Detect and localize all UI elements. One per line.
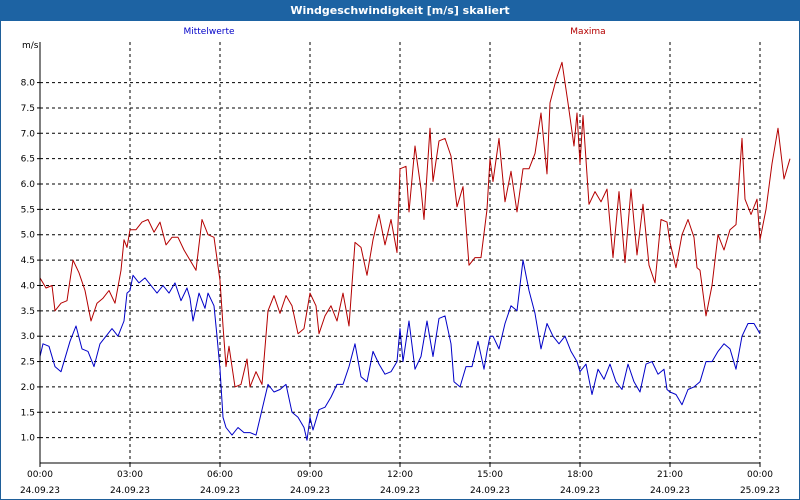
x-tick-date: 24.09.23 [560,486,600,496]
y-tick-label: 1.5 [21,408,35,418]
y-tick-label: 6.0 [21,180,36,190]
x-tick-date: 24.09.23 [290,486,330,496]
x-tick-time: 15:00 [477,470,503,480]
y-tick-label: 8.0 [21,79,36,89]
y-tick-label: 4.0 [21,281,36,291]
x-tick-time: 00:00 [27,470,53,480]
y-tick-label: 6.5 [21,155,35,165]
y-tick-label: 2.5 [21,358,35,368]
x-tick-time: 09:00 [297,470,323,480]
x-tick-date: 25.09.23 [740,486,780,496]
y-tick-label: 2.0 [21,383,36,393]
x-tick-time: 06:00 [207,470,233,480]
x-tick-time: 03:00 [117,470,143,480]
series-line-mittelwerte [39,259,761,441]
y-axis-label: m/s [22,41,39,51]
x-tick-time: 18:00 [567,470,593,480]
x-tick-date: 24.09.23 [470,486,510,496]
x-tick-date: 24.09.23 [650,486,690,496]
x-tick-time: 12:00 [387,470,413,480]
y-tick-label: 7.0 [21,129,36,139]
y-tick-label: 3.0 [21,332,36,342]
x-tick-time: 00:00 [747,470,773,480]
x-tick-date: 24.09.23 [380,486,420,496]
x-tick-labels: 00:00 24.09.23 03:00 24.09.23 06:00 24.09.23 0… [20,470,780,496]
x-tick-date: 24.09.23 [200,486,240,496]
series-line-maxima [39,61,791,388]
legend-maxima: Maxima [570,27,605,37]
legend-mittelwerte: Mittelwerte [183,27,234,37]
title-bar: Windgeschwindigkeit [m/s] skaliert [0,0,800,21]
y-tick-label: 5.5 [21,205,35,215]
y-tick-label: 1.0 [21,434,36,444]
y-tick-labels: 1.0 1.5 2.0 2.5 3.0 3.5 4.0 4.5 5.0 5.5 6.0 6.5 7.0 7… [21,79,36,444]
y-tick-label: 3.5 [21,307,35,317]
y-tick-label: 5.0 [21,231,36,241]
y-tick-label: 4.5 [21,256,35,266]
series-group [39,61,791,441]
x-tick-time: 21:00 [657,470,683,480]
y-tick-label: 7.5 [21,104,35,114]
chart-title: Windgeschwindigkeit [m/s] skaliert [290,4,510,17]
x-tick-date: 24.09.23 [20,486,60,496]
x-tick-date: 24.09.23 [110,486,150,496]
